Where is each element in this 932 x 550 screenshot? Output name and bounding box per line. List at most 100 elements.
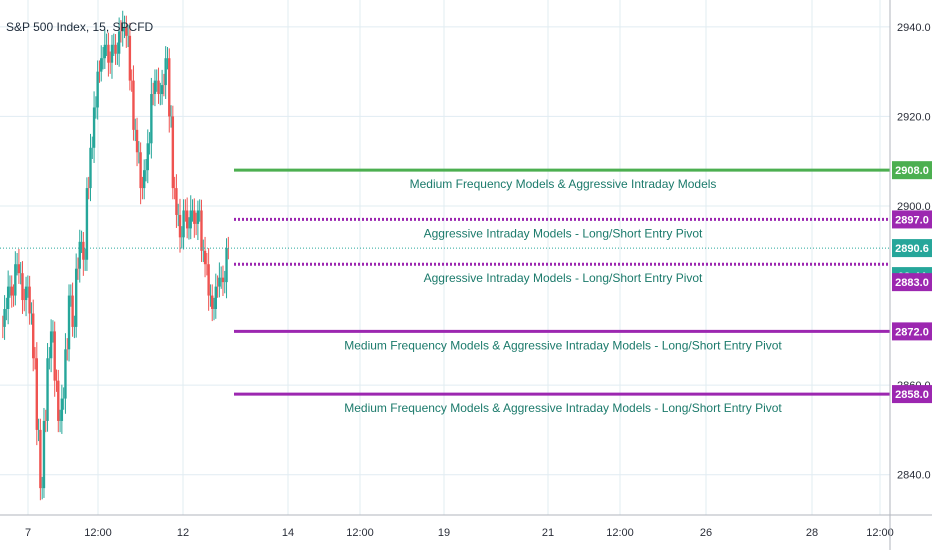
- candle-body: [10, 286, 13, 296]
- x-tick-label: 12:00: [84, 527, 112, 539]
- x-tick-label: 21: [542, 527, 554, 539]
- candle-body: [157, 80, 160, 95]
- candle-body: [164, 58, 167, 86]
- candle-body: [193, 210, 196, 224]
- candle-body: [114, 44, 117, 54]
- price-tag-bg: [892, 385, 932, 404]
- candle-body: [160, 85, 164, 95]
- candle-body: [85, 188, 89, 260]
- x-tick-label: 14: [282, 527, 294, 539]
- y-tick-label: 2940.0: [897, 22, 931, 34]
- candle-body: [46, 358, 49, 421]
- price-tag: 2908.0: [895, 165, 929, 177]
- y-tick-label: 2900.0: [897, 201, 931, 213]
- candle-body: [218, 277, 221, 287]
- candle-body: [203, 250, 207, 265]
- price-tag: 2872.0: [895, 326, 929, 338]
- x-tick-label: 12: [177, 527, 189, 539]
- level-label: Medium Frequency Models & Aggressive Int…: [344, 401, 782, 415]
- candle-body: [74, 268, 78, 327]
- candles: [2, 10, 229, 501]
- chart-title: S&P 500 Index, 15, SPCFD: [6, 20, 154, 34]
- price-tag: 2858.0: [895, 389, 929, 401]
- candle-body: [110, 44, 114, 63]
- candle-body: [175, 188, 178, 215]
- y-tick-label: 2840.0: [897, 470, 931, 482]
- candle-body: [32, 313, 35, 359]
- level-label: Medium Frequency Models & Aggressive Int…: [344, 338, 782, 352]
- candle-body: [121, 26, 124, 32]
- price-tag-bg: [892, 161, 932, 180]
- candle-body: [132, 80, 135, 130]
- candle-body: [189, 210, 192, 229]
- current-price-tag: 2890.6: [895, 243, 929, 255]
- candle-body: [221, 277, 225, 283]
- candle-body: [103, 44, 107, 59]
- candle-body: [42, 420, 46, 489]
- x-tick-label: 7: [25, 527, 31, 539]
- candle-body: [17, 264, 21, 274]
- candle-body: [143, 170, 146, 189]
- candle-body: [78, 241, 81, 269]
- candle-body: [14, 264, 17, 296]
- candle-body: [67, 295, 71, 350]
- candle-body: [139, 152, 142, 189]
- price-tags: 2908.02897.02872.02858.02890.602:442883.…: [892, 161, 932, 404]
- candle-body: [178, 214, 182, 238]
- candle-body: [100, 58, 103, 72]
- candle-body: [135, 129, 139, 153]
- candle-body: [71, 295, 74, 327]
- candle-body: [49, 331, 53, 359]
- x-tick-label: 26: [700, 527, 712, 539]
- candle-body: [35, 358, 38, 430]
- candle-body: [182, 210, 185, 238]
- candle-body: [28, 286, 31, 314]
- candle-body: [39, 429, 42, 489]
- candle-body: [6, 286, 10, 309]
- candle-body: [24, 286, 28, 301]
- level-label: Aggressive Intraday Models - Long/Short …: [424, 226, 703, 240]
- candle-body: [89, 147, 92, 189]
- x-tick-label: 19: [438, 527, 450, 539]
- candle-body: [225, 248, 228, 283]
- candle-body: [185, 210, 189, 229]
- candle-body: [117, 31, 121, 54]
- candle-body: [92, 107, 96, 148]
- candle-body: [3, 309, 6, 327]
- candle-body: [153, 80, 157, 95]
- level-label: Aggressive Intraday Models - Long/Short …: [424, 271, 703, 285]
- candle-body: [57, 380, 60, 421]
- level-lines: Medium Frequency Models & Aggressive Int…: [0, 168, 890, 415]
- price-tag-bg: [892, 322, 932, 341]
- grid: [0, 0, 890, 515]
- candle-body: [21, 273, 24, 301]
- candle-body: [171, 116, 175, 189]
- candle-body: [196, 210, 200, 224]
- candle-body: [82, 241, 85, 260]
- x-tick-label: 12:00: [606, 527, 634, 539]
- candle-body: [107, 44, 110, 63]
- price-tag-bg: [892, 210, 932, 229]
- extra-tag: 2883.0: [895, 277, 929, 289]
- candle-body: [96, 71, 99, 108]
- candle-body: [211, 295, 214, 309]
- x-tick-label: 28: [806, 527, 818, 539]
- x-tick-label: 12:00: [346, 527, 374, 539]
- candle-body: [150, 94, 153, 144]
- candle-body: [128, 35, 132, 81]
- candle-body: [214, 286, 217, 309]
- candle-body: [200, 210, 203, 251]
- current-price-tag-bg: [892, 239, 932, 258]
- y-tick-label: 2920.0: [897, 111, 931, 123]
- candle-body: [207, 264, 210, 296]
- x-tick-label: 12:00: [866, 527, 894, 539]
- level-label: Medium Frequency Models & Aggressive Int…: [410, 177, 717, 191]
- candle-body: [53, 331, 56, 381]
- candle-body: [64, 349, 67, 399]
- price-tag: 2897.0: [895, 214, 929, 226]
- candle-body: [60, 398, 64, 421]
- candle-body: [146, 143, 149, 171]
